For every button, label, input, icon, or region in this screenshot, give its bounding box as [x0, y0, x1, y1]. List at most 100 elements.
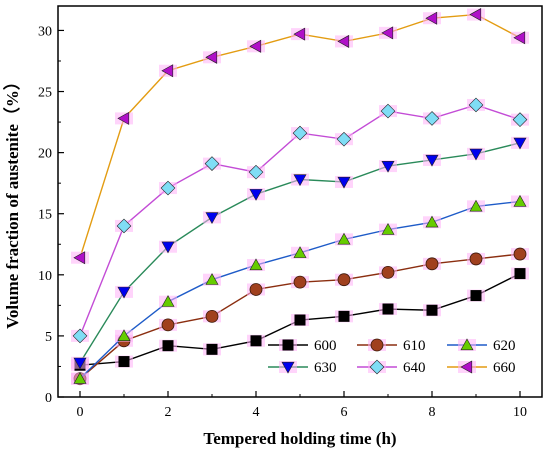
data-point [249, 258, 263, 271]
legend-marker [281, 361, 295, 374]
legend-marker [369, 359, 385, 375]
legend: 600 610 620 630 640 660 [268, 338, 516, 376]
legend-marker [282, 339, 294, 351]
data-point [206, 343, 218, 355]
data-point [248, 164, 264, 180]
data-point [512, 112, 528, 127]
y-tick-label: 30 [38, 24, 52, 39]
series-660 [71, 8, 529, 265]
plot-area [58, 6, 542, 397]
y-tick-label: 10 [38, 269, 52, 284]
data-point [116, 218, 132, 234]
data-point [249, 189, 263, 201]
data-point [468, 97, 484, 113]
data-point [117, 329, 131, 342]
y-tick-label: 20 [38, 147, 52, 162]
data-point [205, 212, 219, 225]
y-tick-label: 0 [45, 391, 52, 406]
data-point [337, 176, 351, 189]
data-point [161, 318, 175, 332]
data-point [380, 103, 396, 119]
data-point [469, 8, 482, 22]
data-point [161, 64, 174, 78]
data-point [381, 26, 394, 40]
data-point [204, 156, 220, 171]
data-point [470, 290, 482, 302]
data-point [293, 275, 307, 289]
legend-label: 630 [314, 360, 337, 376]
series-layer [71, 8, 529, 386]
data-point [513, 247, 527, 261]
data-point [425, 154, 439, 167]
data-point [381, 160, 395, 173]
data-point [73, 357, 87, 370]
data-point [293, 246, 307, 258]
data-point [292, 125, 308, 141]
legend-label: 620 [493, 338, 516, 354]
x-tick-label: 10 [513, 405, 527, 420]
data-point [425, 11, 438, 25]
data-point [337, 34, 350, 48]
legend-label: 600 [314, 338, 337, 354]
x-tick-label: 2 [165, 405, 172, 420]
x-tick-label: 0 [77, 405, 84, 420]
legend-item: 610 [357, 338, 426, 354]
data-point [160, 180, 176, 196]
data-point [161, 241, 175, 254]
data-point [425, 257, 439, 271]
y-tick-label: 15 [38, 208, 52, 223]
legend-marker [460, 360, 473, 374]
data-point [381, 222, 395, 235]
legend-item: 660 [447, 360, 516, 376]
x-axis-title: Tempered holding time (h) [203, 429, 396, 448]
data-point [336, 131, 352, 147]
data-point [73, 372, 87, 384]
legend-marker [460, 338, 474, 351]
data-point [118, 356, 130, 368]
data-point [381, 265, 395, 279]
y-tick-label: 5 [45, 330, 52, 345]
data-point [205, 50, 218, 64]
legend-item: 620 [447, 338, 516, 354]
x-tick-label: 8 [429, 405, 436, 420]
legend-label: 660 [493, 360, 516, 376]
data-point [425, 215, 439, 228]
data-point [469, 148, 483, 161]
y-axis-title: Volume fraction of austenite（%） [2, 73, 22, 329]
legend-marker [370, 338, 384, 352]
x-tick-label: 4 [253, 405, 260, 420]
legend-item: 600 [268, 338, 337, 354]
series-640 [71, 97, 529, 344]
series-620 [71, 194, 529, 385]
data-point [513, 31, 526, 45]
data-point [337, 232, 351, 245]
data-point [514, 268, 526, 280]
data-point [73, 251, 86, 265]
data-point [382, 303, 394, 315]
data-point [205, 273, 219, 285]
data-point [250, 335, 262, 347]
series-630 [71, 136, 529, 370]
data-point [337, 273, 351, 287]
data-point [162, 340, 174, 352]
data-point [117, 286, 131, 299]
data-point [424, 111, 440, 126]
data-point [249, 283, 263, 296]
data-point [469, 199, 483, 212]
data-point [117, 111, 130, 125]
legend-label: 640 [403, 360, 426, 376]
data-point [293, 174, 307, 187]
data-point [72, 328, 88, 344]
data-point [205, 309, 219, 323]
data-point [294, 314, 306, 326]
y-tick-label: 25 [38, 86, 52, 101]
data-point [513, 137, 527, 150]
legend-item: 640 [357, 359, 426, 376]
data-point [249, 39, 262, 53]
data-point [293, 27, 306, 41]
legend-item: 630 [268, 360, 337, 376]
x-tick-label: 6 [341, 405, 348, 420]
data-point [426, 304, 438, 316]
data-point [513, 194, 527, 207]
